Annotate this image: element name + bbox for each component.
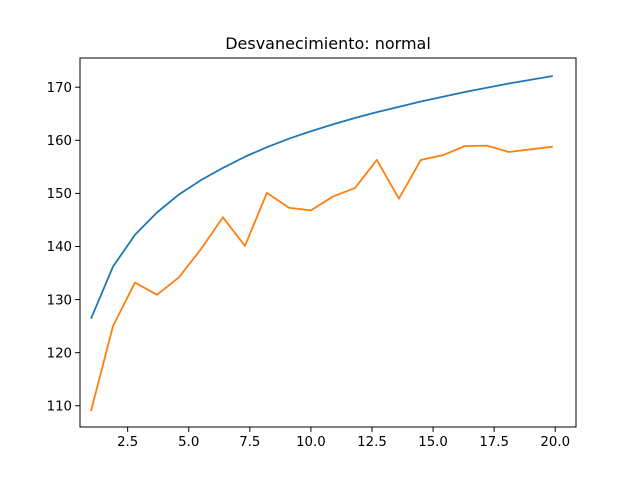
- x-tick-label: 5.0: [178, 435, 199, 450]
- y-tick-label: 150: [47, 187, 72, 202]
- x-axis: 2.5 5.0 7.5 10.0 12.5 15.0 17.5 20.0: [117, 427, 570, 450]
- y-tick-label: 130: [47, 293, 72, 308]
- chart-title: Desvanecimiento: normal: [225, 34, 431, 53]
- y-tick-label: 170: [47, 81, 72, 96]
- y-tick-label: 140: [47, 240, 72, 255]
- series-line-2: [90, 144, 553, 412]
- y-tick-label: 160: [47, 134, 72, 149]
- x-tick-label: 17.5: [479, 435, 509, 450]
- series-layer: [90, 75, 553, 412]
- y-tick-label: 110: [47, 399, 72, 414]
- x-tick-label: 12.5: [357, 435, 387, 450]
- series-line-1: [90, 75, 553, 320]
- x-tick-label: 15.0: [418, 435, 448, 450]
- y-tick-label: 120: [47, 346, 72, 361]
- x-tick-label: 10.0: [296, 435, 326, 450]
- x-tick-label: 2.5: [117, 435, 138, 450]
- plot-area-frame: [79, 57, 577, 428]
- x-tick-label: 20.0: [540, 435, 570, 450]
- x-tick-label: 7.5: [239, 435, 260, 450]
- y-axis: 110 120 130 140 150 160 170: [47, 81, 80, 414]
